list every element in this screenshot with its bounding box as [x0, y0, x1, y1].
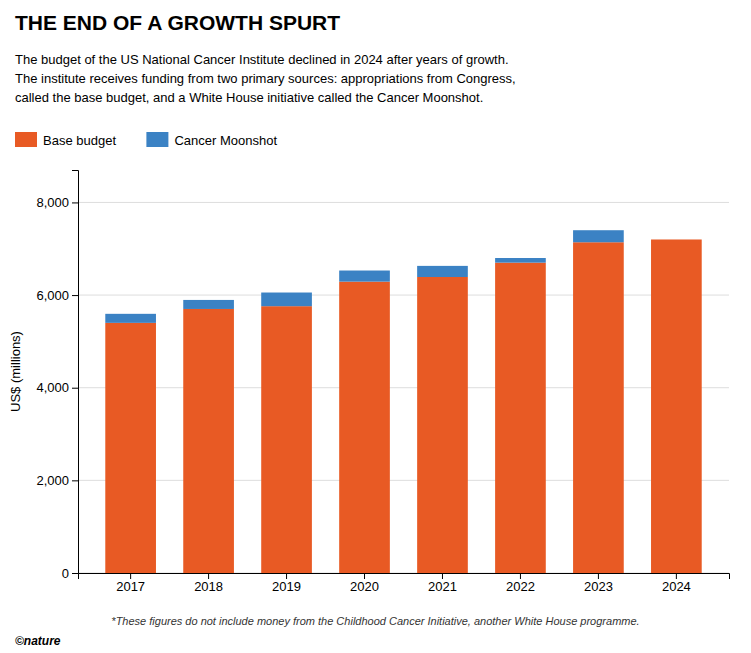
y-tick-label: 2,000: [36, 473, 69, 488]
x-tick-label: 2021: [428, 579, 457, 594]
bar: [573, 230, 624, 242]
title: THE END OF A GROWTH SPURT: [15, 11, 340, 34]
x-tick-mark: [442, 573, 443, 579]
legend-swatch: [146, 132, 168, 147]
subtitle: The budget of the US National Cancer Ins…: [15, 52, 509, 67]
subtitle: The institute receives funding from two …: [15, 71, 516, 86]
x-axis: 2017 2018 2019 2020 2021 2022 2023 2024: [79, 573, 730, 594]
series: [105, 239, 701, 573]
x-tick-mark: [286, 573, 287, 579]
y-tick-label: 8,000: [36, 195, 69, 210]
y-axis-title: US$ (millions): [8, 331, 23, 412]
series: [105, 230, 623, 323]
y-tick: 2,000: [36, 473, 78, 488]
y-tick-mark: [72, 295, 78, 296]
bar: [105, 323, 156, 573]
bar: [573, 242, 624, 573]
footnote: *These figures do not include money from…: [111, 615, 639, 627]
x-tick-label: 2019: [272, 579, 301, 594]
x-axis-line: [79, 574, 730, 580]
bar: [495, 258, 546, 263]
x-tick: 2023: [584, 573, 613, 594]
y-tick-mark: [72, 480, 78, 481]
bar: [495, 263, 546, 573]
y-tick: 6,000: [36, 288, 78, 303]
x-tick: 2021: [428, 573, 457, 594]
grid: [78, 202, 729, 573]
x-tick-mark: [520, 573, 521, 579]
legend-swatch: [15, 132, 37, 147]
y-tick-label: 0: [62, 566, 69, 581]
bar: [417, 277, 468, 573]
bar: [339, 282, 390, 573]
x-tick-label: 2024: [662, 579, 691, 594]
plot-area: 0 2,000 4,000 6,000 8,000 2017 2018 2019 2020 202…: [36, 171, 729, 595]
grid-line: [78, 295, 729, 296]
x-tick: 2020: [350, 573, 379, 594]
grid-line: [78, 202, 729, 203]
chart: THE END OF A GROWTH SPURT The budget of t…: [0, 0, 751, 653]
x-tick-label: 2022: [506, 579, 535, 594]
legend-item: Cancer Moonshot: [146, 132, 277, 148]
y-axis-line: [72, 171, 79, 574]
y-tick-label: 4,000: [36, 380, 69, 395]
bar: [651, 239, 702, 240]
y-tick-label: 6,000: [36, 288, 69, 303]
subtitle: called the base budget, and a White Hous…: [15, 90, 483, 105]
x-tick: 2024: [662, 573, 691, 594]
bar: [339, 271, 390, 282]
legend-item: Base budget: [15, 132, 116, 148]
bar: [261, 306, 312, 573]
credit: ©nature: [15, 634, 61, 648]
x-tick: 2018: [194, 573, 223, 594]
legend: Base budget Cancer Moonshot: [15, 132, 277, 148]
x-tick-mark: [208, 573, 209, 579]
legend-label: Cancer Moonshot: [174, 133, 277, 148]
y-tick-mark: [72, 573, 78, 574]
x-tick-label: 2017: [116, 579, 145, 594]
grid-line: [78, 480, 729, 481]
x-tick-label: 2018: [194, 579, 223, 594]
bar: [105, 314, 156, 323]
bar: [183, 309, 234, 573]
x-tick: 2019: [272, 573, 301, 594]
bar: [651, 239, 702, 573]
x-tick-mark: [598, 573, 599, 579]
x-tick-mark: [364, 573, 365, 579]
x-tick-mark: [676, 573, 677, 579]
bar: [183, 300, 234, 309]
y-axis: 0 2,000 4,000 6,000 8,000: [36, 171, 78, 581]
bar: [261, 293, 312, 307]
x-tick-label: 2020: [350, 579, 379, 594]
y-tick-mark: [72, 202, 78, 203]
y-tick: 4,000: [36, 380, 78, 395]
x-tick: 2017: [116, 573, 145, 594]
y-tick: 0: [62, 566, 78, 581]
y-tick-mark: [72, 388, 78, 389]
x-tick-mark: [130, 573, 131, 579]
y-tick: 8,000: [36, 195, 78, 210]
x-tick-label: 2023: [584, 579, 613, 594]
x-tick: 2022: [506, 573, 535, 594]
bar: [417, 266, 468, 277]
grid-line: [78, 387, 729, 388]
bars: [105, 230, 701, 573]
legend-label: Base budget: [43, 133, 116, 148]
